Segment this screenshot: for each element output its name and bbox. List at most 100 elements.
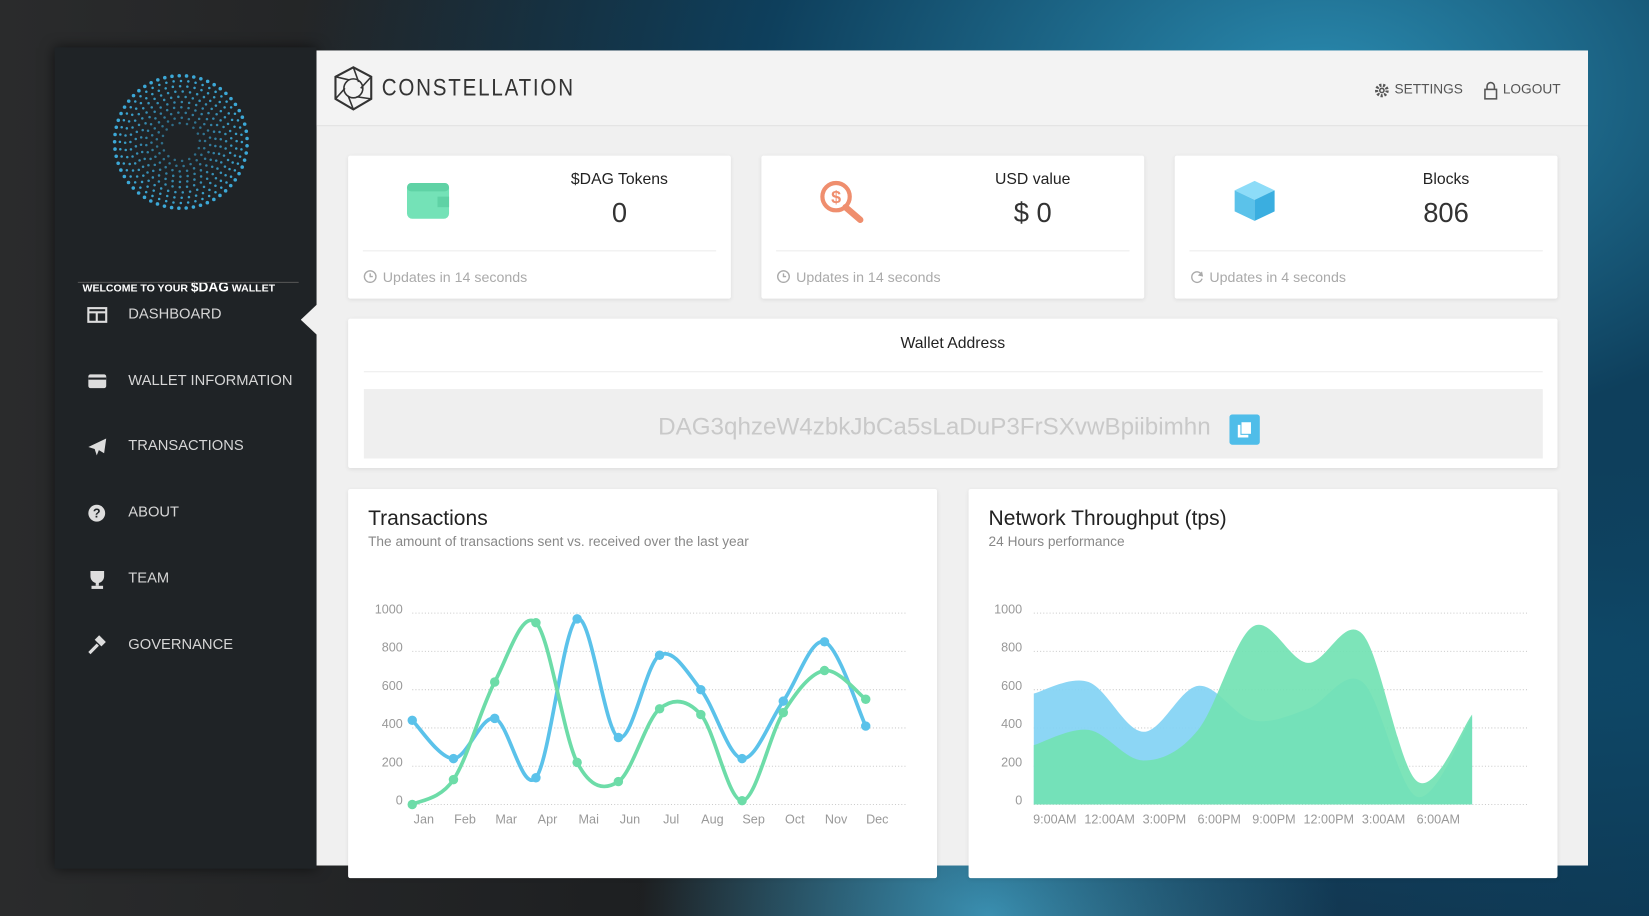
logo-dot (157, 174, 161, 177)
y-tick-label: 600 (382, 679, 403, 693)
stat-card: $DAG Tokens 0 Updates in 14 seconds (348, 155, 731, 299)
logo-dot (224, 91, 228, 96)
logo-dot (185, 122, 189, 126)
point (819, 665, 830, 676)
logo-dot (200, 153, 203, 157)
logo-dot (131, 93, 136, 98)
logo-dot (134, 137, 138, 141)
logo-dot (147, 164, 150, 167)
logo-dot (153, 183, 156, 187)
logo-dot (177, 111, 180, 114)
logo-dot (125, 155, 129, 159)
logo-dot (155, 202, 160, 206)
logo-dot (245, 144, 249, 148)
y-tick-label: 1000 (994, 602, 1022, 616)
logout-link[interactable]: LOGOUT (1502, 80, 1561, 97)
logo-dot (151, 92, 154, 96)
logo-dot (240, 115, 245, 120)
logo-dot (131, 155, 134, 158)
logo-dot (137, 168, 141, 172)
logo-dot (141, 165, 145, 169)
logo-dot (193, 86, 196, 90)
logo-dot (145, 143, 148, 147)
logo-dot (191, 205, 196, 209)
logo-dot (184, 95, 187, 99)
logo-dot (236, 119, 240, 122)
logo-dot (139, 143, 143, 146)
logo-dot (134, 107, 138, 110)
nav-item[interactable]: GOVERNANCE (128, 635, 234, 653)
logo-dot (234, 147, 238, 150)
logo-dot (189, 162, 192, 166)
logo-dot (171, 123, 174, 127)
x-tick-label: 3:00AM (1362, 813, 1405, 827)
logo-dot (224, 174, 227, 177)
x-tick-label: 6:00PM (1197, 813, 1240, 827)
logo-dot (153, 127, 157, 130)
logo-dot (167, 154, 170, 158)
logo-dot (202, 185, 206, 189)
logo-dot (193, 178, 196, 181)
logo-dot (151, 148, 154, 152)
logo-dot (127, 120, 131, 123)
logo-dot (122, 105, 127, 109)
nav-icon: ? (88, 504, 106, 522)
logo-dot (202, 95, 206, 99)
nav-item[interactable]: TRANSACTIONS (128, 436, 244, 454)
logo-dot (137, 123, 141, 127)
logo-dot (159, 192, 162, 196)
logo-dot (145, 136, 148, 140)
point (572, 757, 582, 768)
logo-dot (174, 190, 177, 194)
brand: CONSTELLATION (381, 73, 575, 101)
logo-dot (174, 90, 177, 94)
logo-dot (230, 118, 234, 122)
logo-dot (152, 189, 155, 192)
logo-dot (226, 122, 230, 126)
logo-dot (212, 117, 215, 120)
nav-item[interactable]: ABOUT (128, 502, 180, 520)
logo-dot (146, 150, 150, 154)
nav-item[interactable]: TEAM (128, 568, 170, 586)
logo-dot (158, 168, 162, 172)
stat-card: $ USD value $ 0 Updates in 14 seconds (761, 155, 1145, 299)
logo-dot (223, 189, 228, 193)
logo-dot (175, 164, 178, 168)
logo-dot (165, 81, 168, 84)
logo-dot (212, 197, 216, 202)
logo-dot (235, 139, 238, 143)
logo-dot (222, 154, 226, 157)
logo-dot (133, 181, 137, 184)
point (696, 684, 706, 695)
chart-subtitle: The amount of transactions sent vs. rece… (368, 533, 749, 549)
y-tick-label: 200 (1001, 755, 1022, 769)
copy-button[interactable] (1229, 414, 1260, 445)
logo-dot (178, 84, 182, 88)
nav-item[interactable]: WALLET INFORMATION (128, 371, 293, 389)
logo-dot (141, 117, 144, 120)
logo-dot (177, 95, 180, 99)
logo-dot (149, 157, 152, 161)
y-tick-label: 400 (1001, 717, 1022, 731)
wallet-title: Wallet Address (900, 334, 1006, 353)
nav-item[interactable]: DASHBOARD (128, 304, 222, 322)
logo-dot (159, 112, 163, 115)
area (1033, 624, 1473, 805)
logo-dot (184, 74, 189, 78)
logo-dot (211, 172, 214, 176)
logo-dot (120, 126, 123, 129)
logo-dot (157, 121, 161, 124)
logo-dot (144, 190, 148, 194)
logo-dot (217, 152, 221, 156)
logo-dot (216, 167, 219, 170)
logo-dot (185, 185, 189, 189)
logo-dot (240, 140, 244, 144)
card-label: USD value (995, 170, 1071, 189)
logo-dot (154, 155, 157, 159)
point (407, 799, 417, 810)
active-notch (300, 303, 318, 336)
logo-dot (141, 128, 144, 132)
logo-dot (164, 165, 167, 169)
logo-dot (191, 75, 196, 79)
settings-link[interactable]: SETTINGS (1394, 80, 1463, 97)
